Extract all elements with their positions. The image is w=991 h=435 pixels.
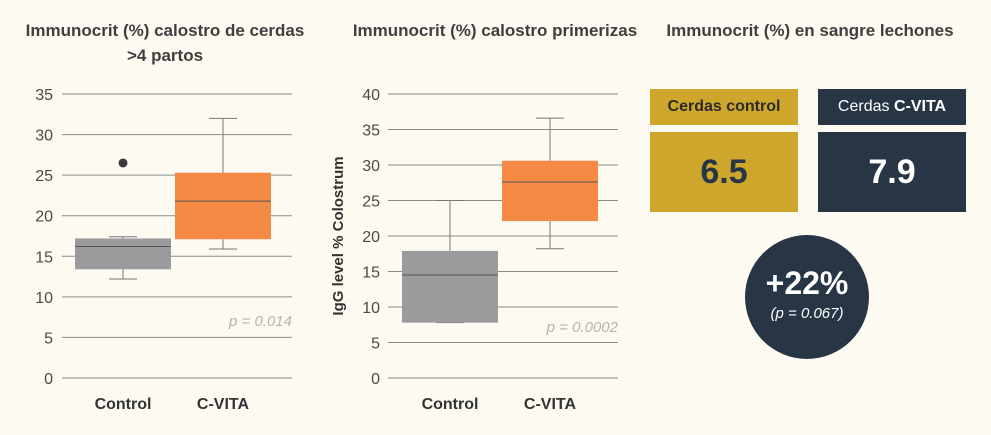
y-axis-label: IgG level % Colostrum [330,156,347,315]
difference-badge: +22% (p = 0.067) [745,235,869,359]
y-tick-label: 40 [362,87,380,104]
y-tick-label: 15 [35,249,53,266]
y-tick-label: 25 [362,194,380,211]
cvita-category-label: C-VITA [197,396,250,413]
y-tick-label: 0 [371,371,380,388]
control-box [402,250,498,323]
control-category-label: Control [95,396,152,413]
y-tick-label: 15 [362,265,380,282]
cvita-category-label: C-VITA [524,396,577,413]
y-tick-label: 30 [362,158,380,175]
control-category-label: Control [422,396,479,413]
cvita-value: 7.9 [818,132,966,212]
chart2-title: Immunocrit (%) calostro primerizas [352,21,638,40]
control-label: Cerdas control [650,89,798,125]
y-tick-label: 10 [362,300,380,317]
cvita-label: Cerdas C-VITA [818,89,966,125]
stats-title: Immunocrit (%) en sangre lechones [666,21,954,40]
y-tick-label: 5 [371,336,380,353]
y-tick-label: 30 [35,128,53,145]
y-tick-label: 35 [35,87,53,104]
p-value-annotation: p = 0.0002 [546,319,619,336]
y-tick-label: 5 [44,330,53,347]
y-tick-label: 20 [35,209,53,226]
cvita-label-prefix: Cerdas [837,98,894,115]
difference-pvalue: (p = 0.067) [770,305,844,322]
difference-percent: +22% [765,265,849,301]
chart1-title: Immunocrit (%) calostro de cerdas >4 par… [25,21,305,65]
y-tick-label: 25 [35,168,53,185]
control-outlier-point [118,158,128,168]
p-value-annotation: p = 0.014 [228,313,292,330]
cvita-box [502,160,598,222]
y-tick-label: 20 [362,229,380,246]
cvita-label-bold: C-VITA [893,98,947,115]
y-tick-label: 0 [44,371,53,388]
y-tick-label: 10 [35,290,53,307]
control-value: 6.5 [650,132,798,212]
control-box [75,238,171,270]
cvita-box [175,172,271,240]
y-tick-label: 35 [362,123,380,140]
